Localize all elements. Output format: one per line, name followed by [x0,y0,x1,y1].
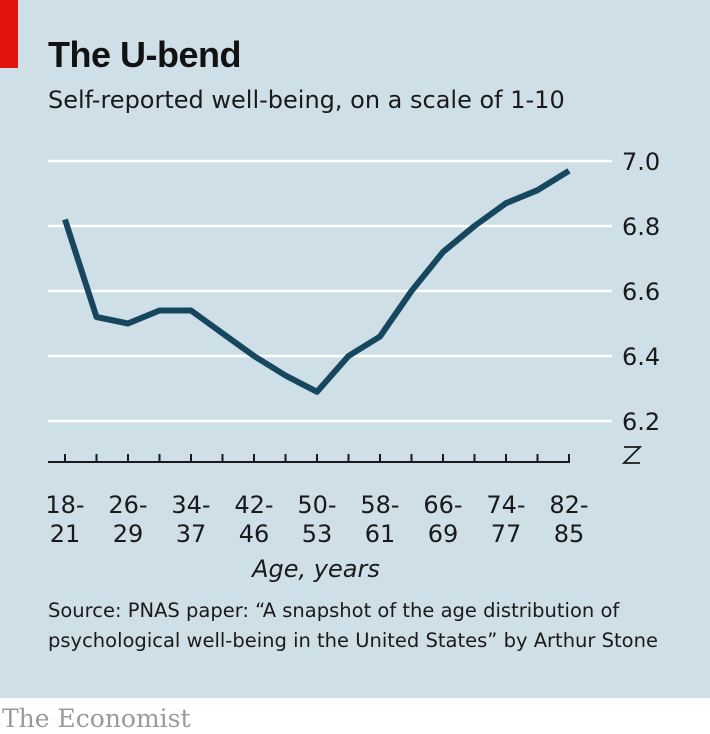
y-tick-label: 6.8 [622,213,660,241]
x-axis-labels: 18-21 26-29 34-37 42-46 50-53 58-61 66-69 74-77… [45,491,588,548]
x-tick-label: 37 [176,520,207,548]
red-accent-bar [0,0,18,68]
x-tick-label: 21 [50,520,81,548]
x-tick-label: 66- [423,491,462,519]
x-tick-label: 42- [234,491,273,519]
x-tick-label: 61 [365,520,396,548]
economist-logo: The Economist [2,704,191,733]
x-tick-label: 74- [486,491,525,519]
y-tick-label: 6.2 [622,408,660,436]
x-tick-label: 85 [554,520,585,548]
x-tick-label: 18- [45,491,84,519]
gridlines [48,159,612,423]
x-tick-label: 50- [297,491,336,519]
x-tick-label: 58- [360,491,399,519]
x-tick-label: 29 [113,520,144,548]
x-tick-label: 34- [171,491,210,519]
y-tick-label: 6.6 [622,278,660,306]
y-axis-labels: 7.0 6.8 6.6 6.4 6.2 [622,148,660,436]
y-tick-label: 6.4 [622,343,660,371]
x-tick-label: 69 [428,520,459,548]
line-chart: 7.06.86.66.46.2 18-2126-2934-3742-4650-5… [45,148,660,583]
x-tick-label: 46 [239,520,270,548]
axis-break-icon [621,446,643,464]
chart-subtitle: Self-reported well-being, on a scale of … [48,86,565,114]
x-tick-label: 26- [108,491,147,519]
x-axis [48,446,643,464]
x-axis-title: Age, years [250,555,380,583]
x-tick-label: 53 [302,520,333,548]
chart-title: The U-bend [48,34,241,75]
series-lines [62,168,571,395]
x-tick-label: 77 [491,520,522,548]
y-tick-label: 7.0 [622,148,660,176]
series-line [62,168,571,395]
source-note: Source: PNAS paper: “A snapshot of the a… [48,599,658,652]
x-tick-label: 82- [549,491,588,519]
